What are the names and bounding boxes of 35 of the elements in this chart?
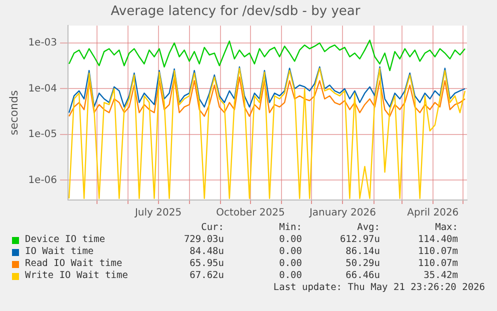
text: 65.95u [188, 258, 224, 270]
text: 0.00 [278, 246, 302, 258]
legend-label: Device IO time [25, 234, 106, 246]
text: 0.00 [278, 234, 302, 246]
legend-label: IO Wait time [25, 246, 94, 258]
x-tick-label: October 2025 [216, 208, 285, 219]
legend-label: Read IO Wait time [25, 258, 122, 270]
text: 67.62u [188, 270, 224, 282]
text: 50.29u [344, 258, 380, 270]
x-tick-label: January 2026 [308, 208, 376, 219]
text: Max: [434, 222, 458, 234]
y-axis-title: seconds [7, 90, 20, 136]
text: 66.46u [344, 270, 380, 282]
text: 110.07m [416, 246, 458, 258]
chart-title: Average latency for /dev/sdb - by year [110, 4, 361, 20]
text: 86.14u [344, 246, 380, 258]
text: 729.03u [182, 234, 224, 246]
text: Avg: [356, 222, 380, 234]
text: 110.07m [416, 258, 458, 270]
text: 612.97u [338, 234, 380, 246]
y-tick-label: 1e-04 [28, 83, 58, 94]
x-tick-label: April 2026 [407, 208, 459, 219]
x-tick-label: July 2025 [134, 208, 182, 219]
y-tick-label: 1e-06 [28, 174, 58, 186]
text: 0.00 [278, 258, 302, 270]
y-tick-label: 1e-05 [28, 129, 58, 140]
legend-label: Write IO Wait time [25, 270, 128, 282]
text: 0.00 [278, 270, 302, 282]
text: 35.42m [422, 270, 458, 282]
text: 114.40m [416, 234, 458, 246]
text: Min: [278, 222, 302, 234]
y-tick-label: 1e-03 [28, 38, 58, 49]
text: 84.48u [188, 246, 224, 258]
text: Cur: [200, 222, 224, 234]
text: Last update: Thu May 21 23:26:20 2026 [273, 282, 485, 293]
